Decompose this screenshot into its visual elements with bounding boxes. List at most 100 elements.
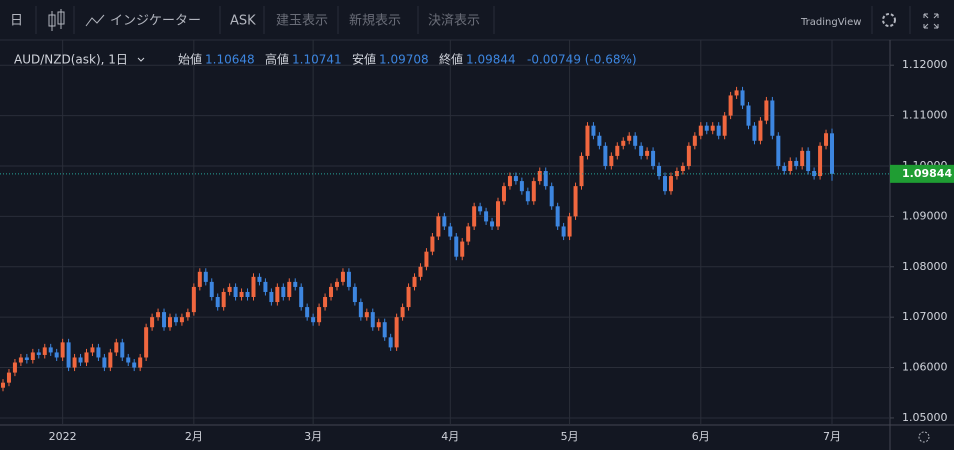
candle-body [704,125,709,131]
dropdown-icon [137,57,145,62]
candle-body [96,347,101,358]
candle-body [126,357,131,363]
high-label: 高値 [265,52,289,67]
candle-body [579,155,584,187]
candle-body [621,140,626,146]
x-tick-label: 2月 [185,430,203,443]
candle-body [800,150,805,166]
candle-body [722,115,727,136]
ask-button[interactable]: ASK [230,14,256,29]
candle-body [686,145,691,166]
time-axis-settings[interactable] [918,431,930,443]
x-tick-label: 2022 [49,430,77,443]
candle-body [537,171,542,182]
candle-body [388,337,393,348]
open-label: 始値 [178,52,202,67]
candle-body [645,150,650,156]
candle-body [114,342,119,353]
candle-body [513,176,518,182]
candle-body [275,286,280,303]
candle-body [376,322,381,328]
candle-body [728,95,733,116]
candle-body [84,352,89,363]
candle-body [436,216,441,237]
candle-body [442,216,447,227]
settings-icon[interactable] [882,13,896,27]
candle-body [394,317,399,348]
candle-body [18,357,23,363]
candle-body [692,135,697,146]
candle-body [591,125,596,136]
candle-body [167,317,172,328]
candle-body [215,297,220,308]
candles [0,86,890,392]
new-order-button[interactable]: 新規表示 [349,13,401,29]
candle-body [812,171,817,177]
candle-body [358,302,363,318]
candle-body [424,251,429,267]
candle-body [150,317,155,328]
candle-body [382,322,387,338]
symbol[interactable]: AUD/NZD(ask), 1日 [14,53,128,67]
candle-body [698,125,703,136]
candle-body [561,226,566,237]
candle-body [746,105,751,126]
candle-body [674,171,679,177]
candle-body [239,291,244,298]
candle-body [203,271,208,282]
indicators-button[interactable]: インジケーター [110,14,201,29]
candle-body [54,352,59,358]
candle-body [209,281,214,298]
candle-body [663,176,668,192]
candle-body [454,236,459,257]
indicator-icon[interactable] [85,14,105,27]
candle-body [179,317,184,323]
candle-body [406,286,411,308]
candle-body [257,276,262,282]
candle-body [519,181,524,192]
interval-button[interactable]: 日 [10,14,23,29]
candle-body [352,286,357,303]
candle-body [370,312,375,328]
candle-body [478,206,483,212]
candle-body [794,160,799,166]
candle-body [108,352,113,368]
x-tick-label: 7月 [823,430,841,443]
candle-body [525,191,530,202]
candle-body [460,241,465,257]
candle-body [340,271,345,282]
brand: TradingView [800,17,861,28]
last-price-label: 1.09844 [902,167,952,180]
x-tick-label: 4月 [441,430,459,443]
candle-body [102,357,107,368]
candle-style-icon[interactable] [48,9,65,31]
candle-body [490,221,495,227]
candle-body [609,155,614,166]
toolbar: 日 インジケーター ASK 建玉表示 新規表示 決済表示 TradingView [0,6,954,41]
candle-body [120,342,125,358]
candle-body [412,276,417,287]
candle-body [293,281,298,287]
candle-body [227,286,232,292]
candle-body [633,135,638,146]
candle-body [668,176,673,192]
settlement-button[interactable]: 決済表示 [428,13,480,29]
candle-body [555,206,560,227]
y-tick-label: 1.09000 [902,209,948,222]
candle-body [191,286,196,313]
candle-body [90,347,95,353]
x-tick-label: 6月 [692,430,710,443]
y-tick-label: 1.08000 [902,260,948,273]
candle-body [782,165,787,172]
candle-body [269,291,274,303]
position-button[interactable]: 建玉表示 [276,14,328,29]
candle-body [132,362,137,368]
candle-body [466,226,471,242]
y-tick-label: 1.06000 [902,361,948,374]
fullscreen-icon[interactable] [923,13,939,29]
candle-body [716,125,721,136]
legend-header: AUD/NZD(ask), 1日 始値 1.10648 高値 1.10741 安… [14,52,637,67]
candle-body [24,357,29,360]
candle-body [615,145,620,156]
